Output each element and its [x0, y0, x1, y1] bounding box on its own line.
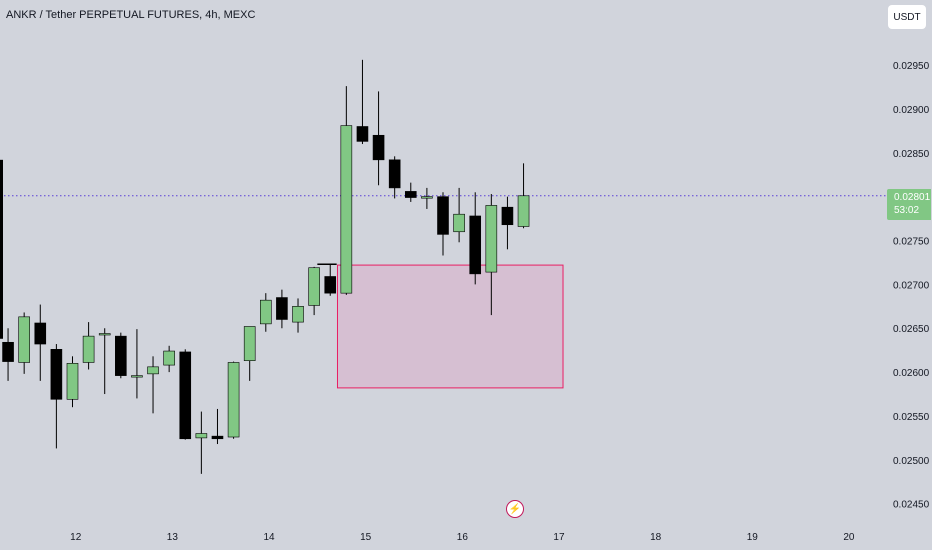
y-tick-label: 0.02600 — [893, 368, 930, 379]
candle-body — [66, 363, 79, 400]
last-price-tag: 0.02801 53:02 — [887, 189, 931, 220]
candle-body — [276, 297, 288, 320]
candle-body — [98, 333, 111, 336]
highlight-zone — [336, 264, 564, 389]
candle-body — [501, 206, 514, 226]
y-tick-label: 0.02700 — [893, 280, 930, 291]
x-tick-label: 19 — [747, 532, 759, 543]
candle-body — [259, 299, 272, 325]
x-tick-label: 14 — [263, 532, 275, 543]
candle-body — [18, 316, 30, 363]
candle-body — [404, 191, 417, 198]
candle-body — [388, 159, 401, 189]
candle-body — [340, 125, 353, 294]
y-tick-label: 0.02650 — [893, 324, 930, 335]
x-tick-label: 16 — [457, 532, 469, 543]
candle-body — [163, 350, 175, 366]
candle-body — [308, 267, 320, 306]
candle-body — [115, 335, 127, 376]
x-tick-label: 13 — [167, 532, 179, 543]
x-tick-label: 18 — [650, 532, 662, 543]
bar-countdown: 53:02 — [894, 205, 920, 216]
partial-candle — [0, 159, 3, 339]
candle-body — [2, 341, 14, 362]
candle-body — [195, 433, 208, 439]
candle-body — [421, 196, 433, 199]
candle-body — [437, 196, 449, 235]
y-tick-label: 0.02950 — [893, 61, 930, 72]
candle-body — [292, 306, 304, 323]
candle-body — [356, 126, 369, 142]
currency-button[interactable]: USDT — [888, 5, 926, 29]
y-tick-label: 0.02850 — [893, 149, 930, 160]
candle-body — [517, 195, 530, 227]
candle-body — [485, 205, 498, 273]
y-tick-label: 0.02450 — [893, 500, 930, 511]
candle-body — [147, 366, 159, 375]
x-tick-label: 12 — [70, 532, 82, 543]
chart-title: ANKR / Tether PERPETUAL FUTURES, 4h, MEX… — [6, 9, 256, 21]
candle-body — [469, 215, 482, 275]
lightning-icon[interactable]: ⚡ — [506, 500, 524, 518]
y-tick-label: 0.02750 — [893, 237, 930, 248]
candle-body — [131, 375, 143, 378]
x-tick-label: 17 — [553, 532, 565, 543]
y-tick-label: 0.02550 — [893, 412, 930, 423]
candle-body — [179, 351, 192, 440]
candle-body — [82, 335, 95, 363]
candle-body — [243, 326, 256, 362]
candle-body — [453, 213, 465, 233]
candle-body — [50, 348, 63, 400]
candle-body — [34, 322, 47, 345]
candle-body — [324, 276, 337, 294]
last-price-value: 0.02801 — [894, 192, 931, 203]
y-tick-label: 0.02500 — [893, 456, 930, 467]
candle-body — [227, 362, 240, 438]
x-tick-label: 20 — [843, 532, 855, 543]
y-tick-label: 0.02900 — [893, 105, 930, 116]
candle-body — [211, 435, 224, 440]
x-tick-label: 15 — [360, 532, 372, 543]
candle-body — [372, 134, 385, 161]
